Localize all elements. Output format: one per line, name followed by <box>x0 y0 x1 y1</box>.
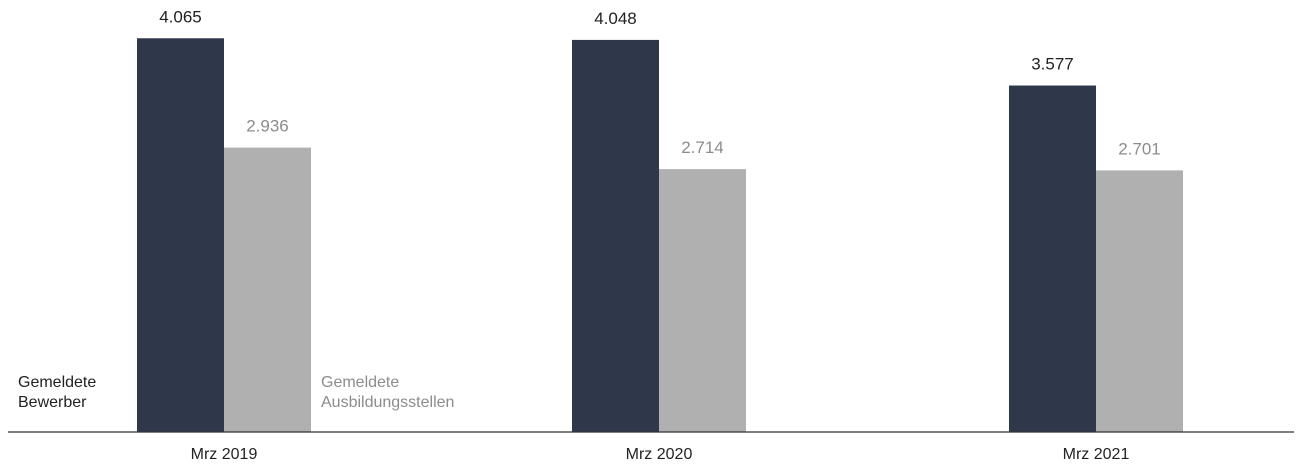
bar-s0-c0 <box>137 38 224 432</box>
x-tick-label-2: Mrz 2021 <box>1063 446 1130 463</box>
series-label-ausbildungsstellen: Gemeldete Ausbildungsstellen <box>321 374 454 411</box>
value-label-s1-c1: 2.714 <box>681 138 724 157</box>
value-label-s0-c2: 3.577 <box>1031 55 1074 74</box>
series-label-bewerber-line2: Bewerber <box>18 394 87 411</box>
value-label-s1-c2: 2.701 <box>1118 139 1161 158</box>
value-label-s0-c1: 4.048 <box>594 9 637 28</box>
bar-s0-c1 <box>572 39 659 432</box>
value-labels-layer: 4.065 2.936 4.048 2.714 3.577 2.701 <box>159 7 1161 158</box>
series-label-ausbildungsstellen-line2: Ausbildungsstellen <box>321 394 454 411</box>
series-label-bewerber: Gemeldete Bewerber <box>18 374 101 411</box>
x-tick-labels: Mrz 2019 Mrz 2020 Mrz 2021 <box>191 446 1130 463</box>
series-label-bewerber-line1: Gemeldete <box>18 374 96 391</box>
value-label-s0-c0: 4.065 <box>159 7 202 26</box>
x-tick-label-1: Mrz 2020 <box>626 446 693 463</box>
bar-s1-c0 <box>224 147 311 432</box>
bars-layer <box>137 38 1183 433</box>
bar-s0-c2 <box>1009 85 1096 432</box>
bar-s1-c1 <box>659 169 746 433</box>
value-label-s1-c0: 2.936 <box>246 117 289 136</box>
x-tick-label-0: Mrz 2019 <box>191 446 258 463</box>
bar-s1-c2 <box>1096 170 1183 432</box>
series-label-ausbildungsstellen-line1: Gemeldete <box>321 374 399 391</box>
series-labels: Gemeldete Bewerber Gemeldete Ausbildungs… <box>18 374 454 411</box>
